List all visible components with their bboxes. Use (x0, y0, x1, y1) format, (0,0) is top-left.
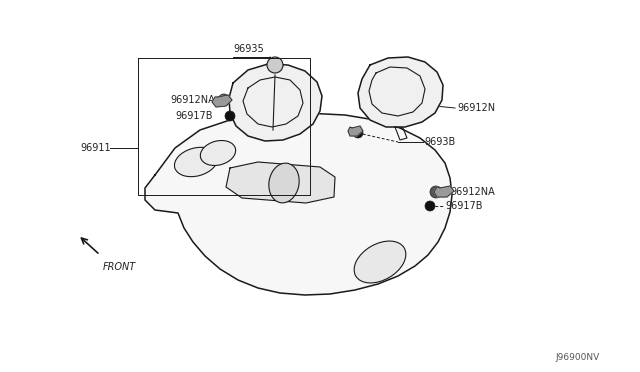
Polygon shape (358, 57, 443, 127)
Text: J96900NV: J96900NV (555, 353, 599, 362)
Text: 96912NA: 96912NA (170, 95, 215, 105)
Circle shape (430, 186, 442, 198)
Polygon shape (145, 113, 452, 295)
Polygon shape (226, 162, 335, 203)
Text: 96911: 96911 (80, 143, 111, 153)
Text: 96912NA: 96912NA (450, 187, 495, 197)
Circle shape (425, 201, 435, 211)
Circle shape (225, 111, 235, 121)
Polygon shape (348, 126, 363, 136)
Ellipse shape (200, 141, 236, 166)
Ellipse shape (269, 163, 299, 203)
Circle shape (218, 94, 230, 106)
Text: 96917B: 96917B (445, 201, 483, 211)
Text: 9693B: 9693B (424, 137, 455, 147)
Text: 96917B: 96917B (175, 111, 212, 121)
Circle shape (267, 57, 283, 73)
Polygon shape (434, 186, 454, 197)
Polygon shape (229, 64, 322, 141)
Text: 96912N: 96912N (457, 103, 495, 113)
Polygon shape (212, 95, 232, 107)
Circle shape (353, 128, 363, 138)
Ellipse shape (175, 147, 218, 177)
Text: 96935: 96935 (233, 44, 264, 54)
Text: FRONT: FRONT (103, 262, 136, 272)
Ellipse shape (354, 241, 406, 283)
